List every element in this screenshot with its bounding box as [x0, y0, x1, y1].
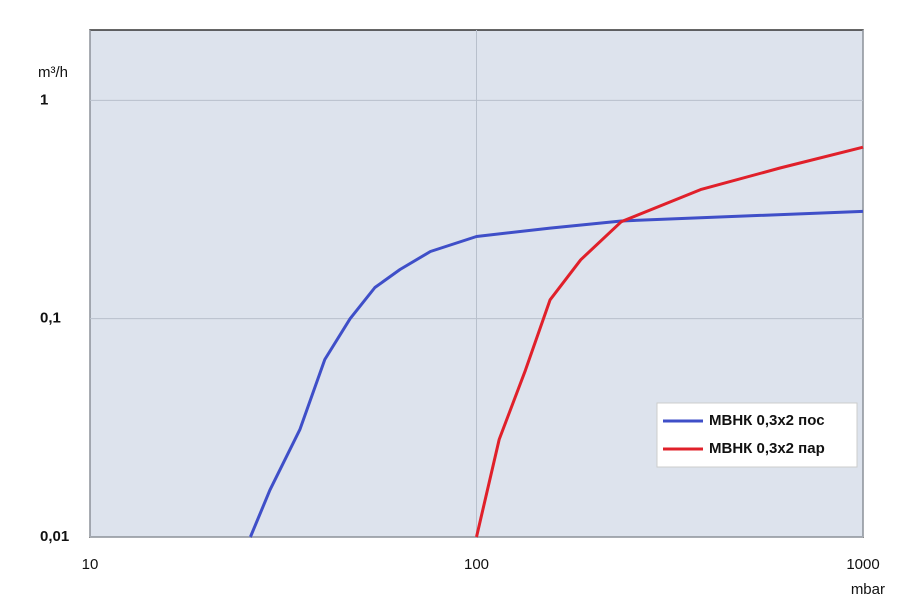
x-axis-label: mbar	[851, 581, 885, 598]
y-axis-label: m³/h	[38, 64, 68, 81]
legend-label: МВНК 0,3х2 пар	[709, 440, 825, 457]
y-tick-label: 1	[40, 91, 48, 108]
legend-label: МВНК 0,3х2 пос	[709, 412, 825, 429]
y-tick-label: 0,1	[40, 310, 61, 327]
series-line	[475, 145, 864, 538]
x-tick-label: 1000	[846, 556, 879, 573]
x-tick-label: 100	[464, 556, 489, 573]
y-tick-label: 0,01	[40, 528, 69, 545]
x-tick-label: 10	[82, 556, 99, 573]
legend-box	[656, 402, 858, 468]
grid	[89, 30, 864, 538]
